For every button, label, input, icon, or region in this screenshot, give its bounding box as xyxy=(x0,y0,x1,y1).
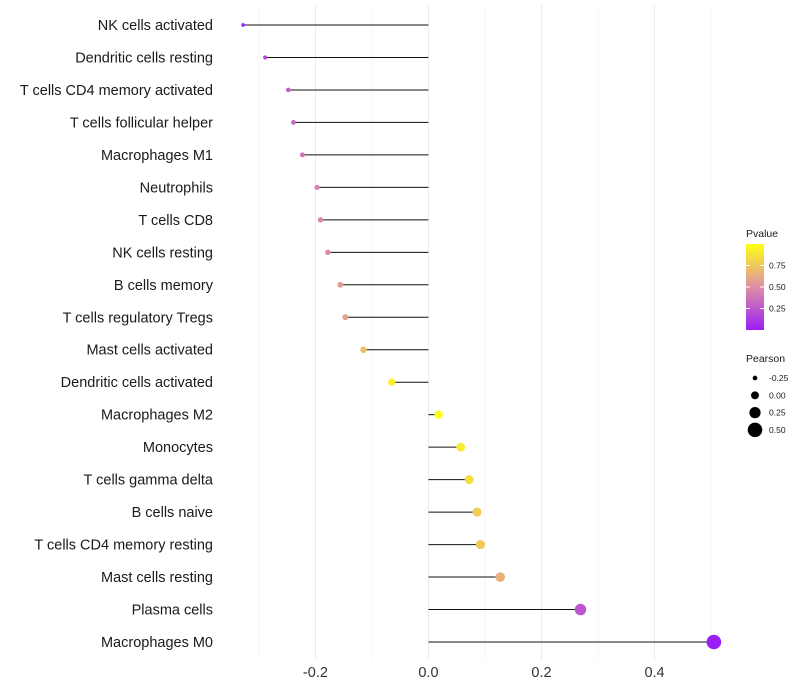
lollipop-point xyxy=(314,184,320,191)
pvalue-legend: Pvalue 0.25 0.50 0.75 xyxy=(746,228,786,330)
lollipop-point xyxy=(285,87,291,93)
y-category-label: B cells memory xyxy=(114,278,214,294)
size-key-dot xyxy=(747,422,763,438)
size-key-label: -0.25 xyxy=(769,373,789,383)
x-axis-labels: -0.2 0.0 0.2 0.4 xyxy=(303,665,665,681)
lollipop-point xyxy=(475,539,486,550)
lollipop-point xyxy=(388,378,396,386)
y-category-label: T cells CD8 xyxy=(138,213,213,229)
colorbar-tick-label: 0.50 xyxy=(769,282,786,292)
lollipop-point xyxy=(317,217,324,223)
colorbar-tick-label: 0.75 xyxy=(769,261,786,271)
lollipop-point xyxy=(342,314,349,321)
pearson-legend: Pearson -0.25 0.00 0.25 0.50 xyxy=(746,353,789,438)
lollipop-point xyxy=(325,249,331,256)
y-category-label: T cells follicular helper xyxy=(70,115,213,131)
y-category-label: T cells CD4 memory activated xyxy=(20,83,213,99)
pearson-legend-title: Pearson xyxy=(746,353,785,365)
lollipop-point xyxy=(464,475,474,485)
size-key-dot xyxy=(749,406,761,419)
lollipop-point xyxy=(472,507,482,517)
y-category-label: Dendritic cells resting xyxy=(75,50,213,66)
lollipop-point xyxy=(337,281,344,288)
y-category-label: T cells CD4 memory resting xyxy=(34,538,213,554)
y-category-label: Monocytes xyxy=(143,440,213,456)
lollipop-point xyxy=(299,152,305,158)
y-category-label: Dendritic cells activated xyxy=(61,375,213,391)
pvalue-legend-title: Pvalue xyxy=(746,228,778,240)
lollipop-point xyxy=(456,442,466,452)
lollipop-stems xyxy=(243,24,714,643)
x-tick-label: 0.0 xyxy=(418,665,438,681)
y-category-label: NK cells resting xyxy=(112,245,213,261)
pvalue-legend-ticks: 0.25 0.50 0.75 xyxy=(746,261,786,314)
y-category-label: T cells regulatory Tregs xyxy=(63,310,213,326)
lollipop-point xyxy=(241,23,245,27)
lollipop-point xyxy=(434,410,443,419)
lollipop-points xyxy=(241,23,722,650)
y-axis-labels: NK cells activated Dendritic cells restin… xyxy=(20,18,214,651)
x-tick-label: 0.4 xyxy=(644,665,664,681)
lollipop-point xyxy=(574,603,587,616)
y-category-label: B cells naive xyxy=(132,505,213,521)
y-category-label: Neutrophils xyxy=(140,180,213,196)
y-category-label: Macrophages M2 xyxy=(101,408,213,424)
y-category-label: NK cells activated xyxy=(98,18,213,34)
size-key-dot xyxy=(752,375,758,381)
y-category-label: Mast cells resting xyxy=(101,570,213,586)
x-tick-label: 0.2 xyxy=(531,665,551,681)
lollipop-point xyxy=(263,55,268,60)
gridlines xyxy=(258,5,712,660)
size-key-dot xyxy=(751,391,759,400)
y-category-label: Plasma cells xyxy=(132,603,213,619)
size-key-label: 0.00 xyxy=(769,390,786,400)
y-category-label: T cells gamma delta xyxy=(84,473,214,489)
colorbar-tick-label: 0.25 xyxy=(769,304,786,314)
lollipop-point xyxy=(495,572,506,582)
x-tick-label: -0.2 xyxy=(303,665,328,681)
pearson-legend-keys: -0.25 0.00 0.25 0.50 xyxy=(747,373,789,438)
pvalue-colorbar xyxy=(746,244,764,330)
lollipop-point xyxy=(290,120,296,125)
y-category-label: Mast cells activated xyxy=(86,343,213,359)
y-category-label: Macrophages M1 xyxy=(101,148,213,164)
size-key-label: 0.25 xyxy=(769,408,786,418)
size-key-label: 0.50 xyxy=(769,425,786,435)
lollipop-point xyxy=(360,346,367,353)
lollipop-point xyxy=(706,634,722,650)
y-category-label: Macrophages M0 xyxy=(101,635,213,651)
